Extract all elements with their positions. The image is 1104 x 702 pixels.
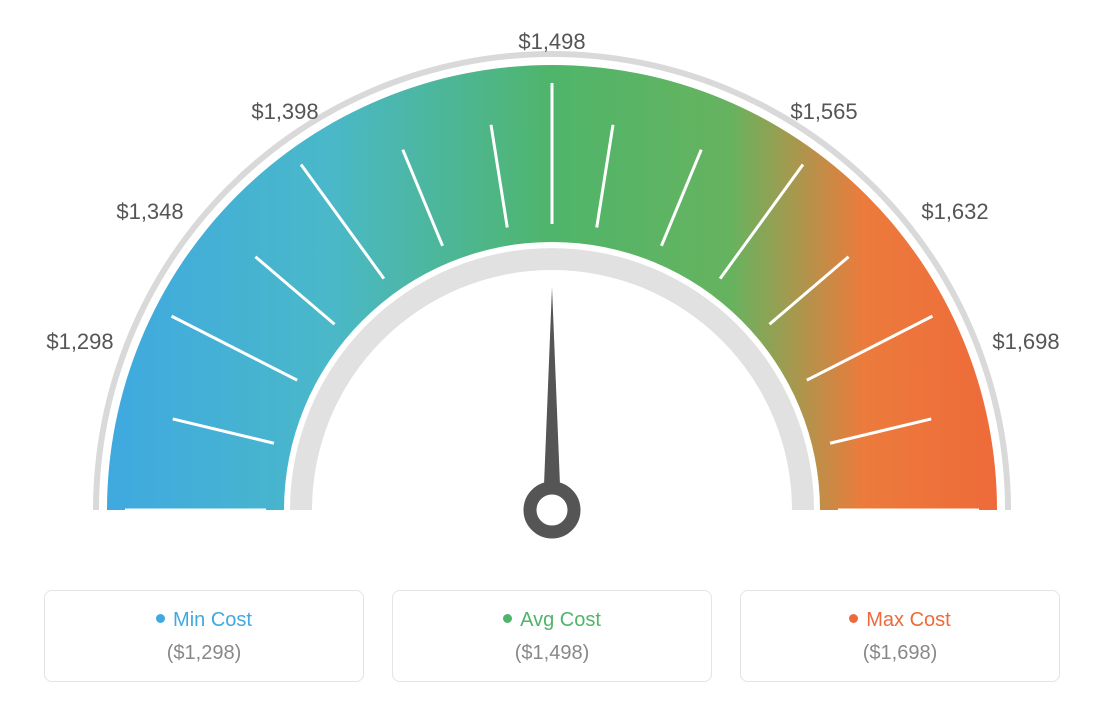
legend-title-min: Min Cost — [55, 609, 353, 632]
gauge-tick-label: $1,565 — [790, 99, 857, 125]
legend-value-avg: ($1,498) — [403, 642, 701, 665]
legend-value-max: ($1,698) — [751, 642, 1049, 665]
gauge-tick-label: $1,298 — [46, 329, 113, 355]
legend-value-min: ($1,298) — [55, 642, 353, 665]
gauge-tick-label: $1,698 — [992, 329, 1059, 355]
gauge-tick-label: $1,498 — [518, 29, 585, 55]
legend-card-max: Max Cost ($1,698) — [740, 590, 1060, 682]
legend-card-avg: Avg Cost ($1,498) — [392, 590, 712, 682]
gauge-tick-label: $1,348 — [116, 199, 183, 225]
cost-gauge-chart: $1,298 $1,348 $1,398 $1,498 $1,565 $1,632 $1,6… — [20, 20, 1084, 560]
gauge-tick-label: $1,398 — [251, 99, 318, 125]
legend-card-min: Min Cost ($1,298) — [44, 590, 364, 682]
legend-row: Min Cost ($1,298) Avg Cost ($1,498) Max … — [20, 590, 1084, 682]
gauge-tick-label: $1,632 — [921, 199, 988, 225]
gauge-svg — [20, 20, 1084, 560]
legend-title-avg: Avg Cost — [403, 609, 701, 632]
legend-title-max: Max Cost — [751, 609, 1049, 632]
